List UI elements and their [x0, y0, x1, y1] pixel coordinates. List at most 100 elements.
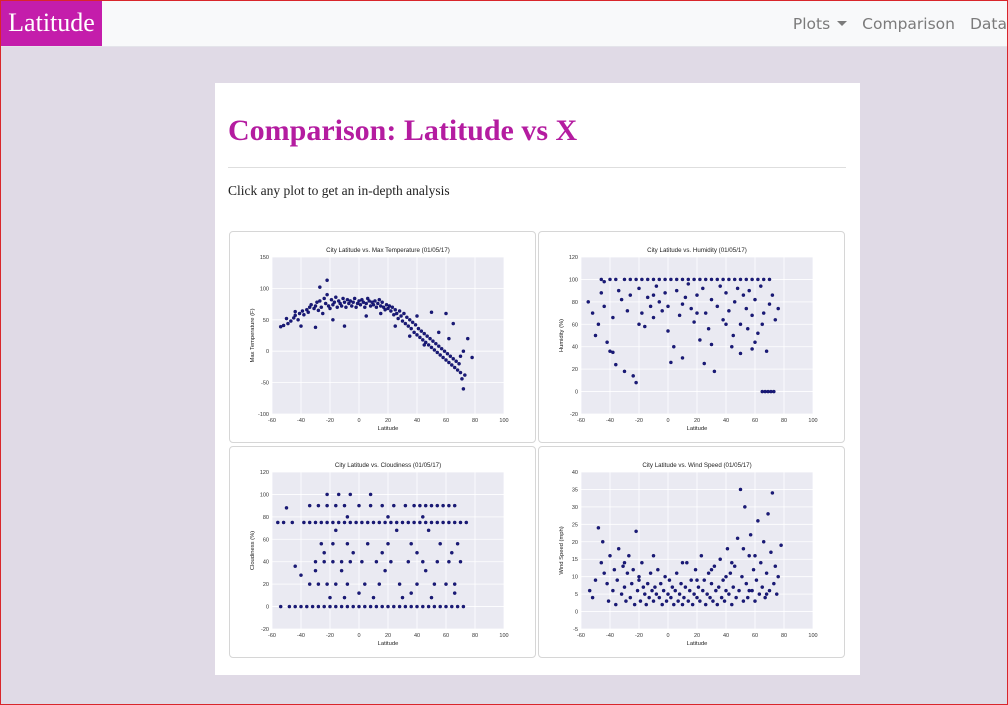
data-point [624, 599, 628, 603]
data-point [650, 588, 654, 593]
data-point [685, 560, 689, 565]
data-point [380, 503, 384, 508]
x-tick-label: 60 [752, 418, 758, 424]
y-tick-label: 30 [572, 505, 578, 511]
data-point [421, 604, 425, 609]
data-point [418, 503, 422, 508]
data-point [345, 515, 350, 519]
data-point [461, 387, 466, 391]
data-point [619, 592, 624, 596]
data-point [666, 592, 670, 596]
data-point [651, 277, 656, 282]
data-point [741, 547, 746, 551]
data-point [669, 360, 673, 365]
data-point [368, 304, 373, 308]
data-point [631, 374, 635, 378]
data-point [441, 520, 445, 525]
data-point [377, 520, 382, 525]
data-point [315, 300, 319, 304]
data-point [444, 311, 448, 316]
data-point [716, 585, 721, 589]
data-point [628, 277, 633, 282]
x-tick-label: -40 [297, 633, 305, 639]
data-point [392, 503, 396, 508]
data-point [653, 585, 657, 589]
data-point [616, 547, 621, 551]
data-point [718, 284, 722, 288]
data-point [378, 311, 383, 316]
data-point [702, 361, 706, 366]
chart-title: City Latitude vs. Humidity (01/05/17) [647, 247, 747, 254]
data-point [406, 520, 411, 525]
x-tick-label: 40 [723, 633, 729, 639]
data-point [361, 300, 366, 304]
plot-wind-speed[interactable]: -60 -40 -20 0 20 40 60 80 100 -5 0 5 10 15 20 25 30 35 40 C… [538, 446, 845, 658]
data-point [348, 559, 353, 564]
data-point [438, 542, 442, 546]
data-point [313, 325, 318, 330]
data-point [686, 599, 691, 603]
data-point [306, 310, 311, 315]
data-point [413, 323, 418, 327]
data-point [305, 604, 309, 609]
data-point [738, 277, 743, 282]
data-point [415, 604, 419, 609]
data-point [412, 520, 416, 525]
data-point [770, 293, 775, 297]
data-point [342, 503, 347, 508]
data-point [307, 503, 312, 508]
y-tick-label: 25 [572, 522, 578, 528]
data-point [400, 520, 405, 525]
data-point [286, 321, 290, 326]
data-point [645, 581, 650, 586]
data-point [339, 568, 344, 573]
data-point [631, 567, 635, 572]
data-point [322, 296, 326, 301]
chart-title: City Latitude vs. Wind Speed (01/05/17) [642, 462, 751, 469]
data-point [741, 293, 746, 297]
data-point [358, 302, 363, 307]
data-point [602, 304, 606, 309]
data-point [692, 277, 696, 282]
data-point [436, 344, 441, 348]
data-point [380, 604, 384, 609]
nav-comparison-link[interactable]: Comparison [862, 14, 955, 33]
data-point [611, 350, 615, 355]
data-point [763, 595, 767, 600]
data-point [309, 302, 313, 307]
data-point [329, 297, 334, 302]
data-point [766, 389, 770, 394]
x-tick-label: 100 [499, 633, 508, 639]
data-point [590, 311, 595, 315]
data-point [690, 602, 695, 607]
data-point [435, 503, 440, 508]
data-point [669, 595, 673, 600]
data-point [394, 311, 399, 316]
plot-max-temperature[interactable]: -60 -40 -20 0 20 40 60 80 100 -100 -50 0 50 100 150 Cit… [229, 231, 536, 443]
data-point [299, 573, 303, 577]
data-point [637, 574, 641, 579]
nav-data-link[interactable]: Data [969, 14, 1007, 33]
nav-plots-dropdown[interactable]: Plots [793, 15, 848, 33]
plot-humidity[interactable]: -60 -40 -20 0 20 40 60 80 100 -20 0 20 40 60 80 100 120 C… [538, 231, 845, 443]
data-point [426, 528, 431, 533]
data-point [769, 389, 773, 394]
data-point [400, 595, 405, 600]
brand-logo[interactable]: Latitude [1, 1, 102, 46]
data-point [307, 582, 312, 586]
data-point [619, 297, 624, 302]
x-tick-label: -60 [268, 418, 276, 424]
x-tick-label: 40 [723, 418, 729, 424]
data-point [721, 277, 725, 282]
x-axis-label: Latitude [687, 641, 708, 647]
data-point [458, 559, 463, 564]
data-point [750, 347, 754, 351]
data-point [725, 547, 730, 551]
data-point [409, 604, 413, 609]
data-point [761, 277, 766, 282]
x-tick-label: 0 [357, 633, 360, 639]
data-point [435, 350, 440, 355]
data-point [706, 571, 711, 575]
data-point [425, 334, 429, 338]
plot-cloudiness[interactable]: -60 -40 -20 0 20 40 60 80 100 -20 0 20 40 60 80 100 120 C… [229, 446, 536, 658]
